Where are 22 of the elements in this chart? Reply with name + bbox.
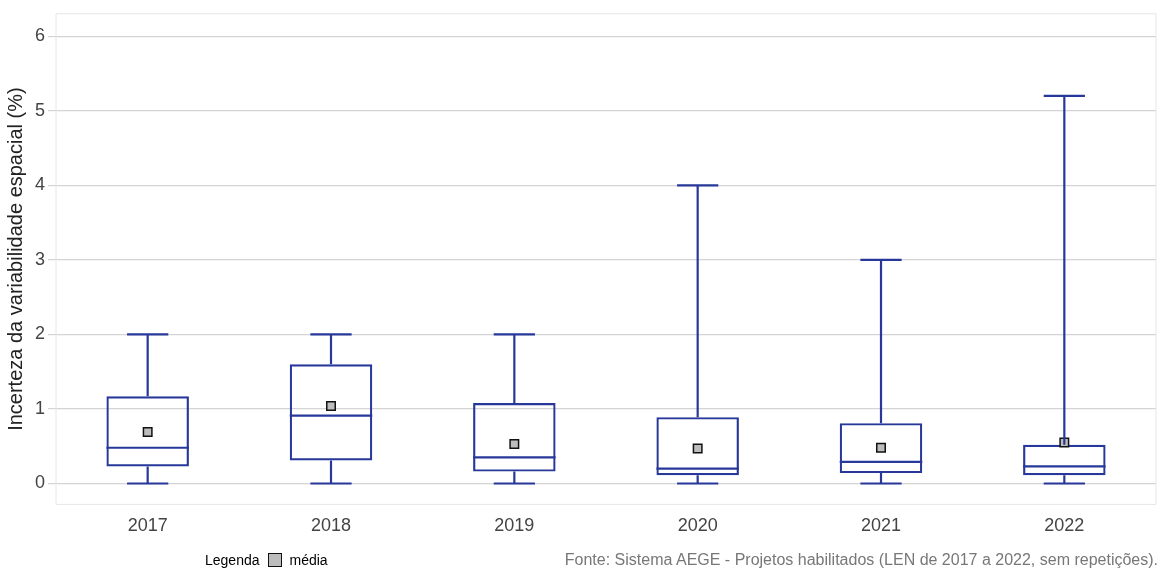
x-tick-label: 2020 <box>677 515 718 536</box>
x-tick-label: 2021 <box>860 515 902 536</box>
point <box>692 443 703 454</box>
point <box>326 400 336 411</box>
x-tick-label: 2018 <box>310 515 352 536</box>
y-tick-label: 4 <box>35 174 46 195</box>
y-tick-label: 0 <box>35 472 46 493</box>
y-tick-label: 5 <box>35 99 46 120</box>
point <box>876 442 886 453</box>
x-tick-label: 2019 <box>494 515 535 536</box>
y-tick-label: 6 <box>35 25 46 46</box>
source-note: Fonte: Sistema AEGE - Projetos habilitados (LEN de 2017 a 2022, sem repetições). <box>564 551 1158 568</box>
y-axis-title: Incerteza da variabilidade espacial (%) <box>3 87 26 431</box>
x-tick-label: 2017 <box>127 515 168 536</box>
y-tick-label: 1 <box>35 397 46 418</box>
y-tick-label: 2 <box>35 323 46 344</box>
x-tick-label: 2022 <box>1044 515 1085 536</box>
y-tick-label: 3 <box>35 248 46 269</box>
point <box>142 427 153 438</box>
legend-title: Legenda <box>205 552 260 568</box>
legend-label: média <box>289 552 328 568</box>
point <box>509 439 520 449</box>
